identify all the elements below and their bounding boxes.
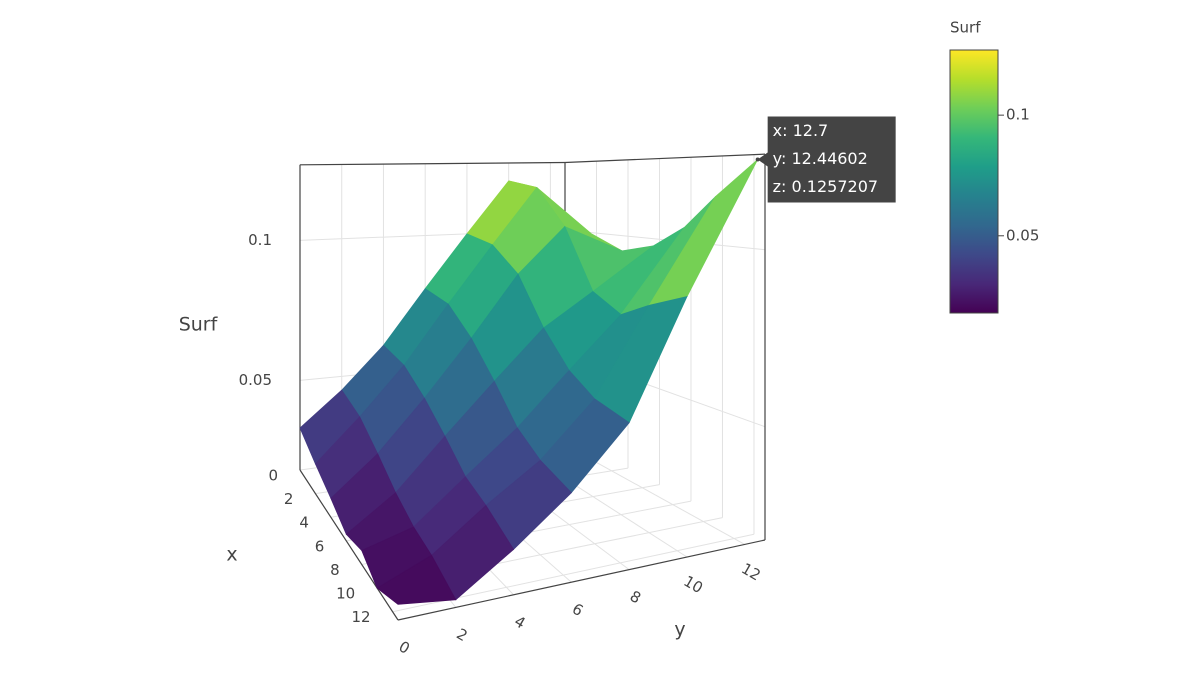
x-tick-label: 0 xyxy=(268,467,278,485)
y-axis-title: y xyxy=(674,619,685,641)
x-tick-label: 12 xyxy=(352,608,371,626)
colorbar-tick-label: 0.1 xyxy=(1006,106,1030,124)
y-tick-label: 12 xyxy=(738,559,764,584)
y-tick-label: 4 xyxy=(511,612,528,632)
hover-box xyxy=(757,116,896,203)
surface-patch xyxy=(376,554,457,605)
axis-edge xyxy=(299,161,566,166)
colorbar-title: Surf xyxy=(950,19,981,37)
axis-edge xyxy=(397,539,766,621)
x-tick-label: 10 xyxy=(336,585,355,603)
y-tick-label: 0 xyxy=(396,637,413,657)
colorbar-gradient xyxy=(949,49,999,314)
axis-labels: x y Surf Surf xyxy=(179,19,982,641)
z-tick-label: 0.05 xyxy=(239,371,272,389)
y-tick-label: 6 xyxy=(569,600,586,620)
x-tick-label: 6 xyxy=(315,537,325,555)
y-tick-label: 10 xyxy=(680,572,706,597)
y-tick-label: 8 xyxy=(627,587,644,607)
x-tick-label: 4 xyxy=(299,514,309,532)
hover-text: y: 12.44602 xyxy=(773,149,868,168)
x-tick-label: 2 xyxy=(284,490,294,508)
hover-text: x: 12.7 xyxy=(773,121,829,140)
axis-edge xyxy=(564,153,766,164)
surface-patch xyxy=(648,159,759,306)
z-tick-label: 0.1 xyxy=(248,231,272,249)
y-tick-label: 2 xyxy=(453,625,470,645)
x-axis-title: x xyxy=(226,544,237,566)
hover-label: x: 12.7 y: 12.44602 z: 0.1257207 xyxy=(755,116,896,203)
surface xyxy=(299,159,759,605)
hover-text: z: 0.1257207 xyxy=(773,177,878,196)
x-tick-label: 8 xyxy=(330,561,340,579)
colorbar: 0.05 0.1 xyxy=(949,49,1039,314)
axis-edge xyxy=(299,469,399,621)
z-axis-title: Surf xyxy=(179,314,219,336)
colorbar-tick-label: 0.05 xyxy=(1006,226,1039,244)
